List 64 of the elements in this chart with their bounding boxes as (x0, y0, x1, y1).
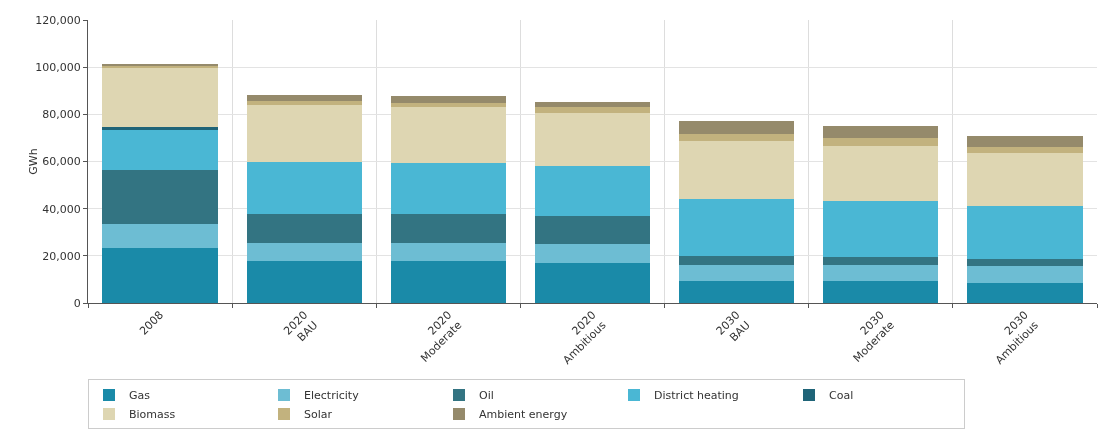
bar (246, 104, 362, 163)
bar (534, 216, 651, 245)
bar (678, 264, 795, 281)
bar (102, 129, 218, 170)
bar (390, 261, 507, 303)
bar (967, 136, 1083, 147)
bar (967, 259, 1083, 267)
bar (246, 214, 362, 244)
legend-label: District heating (654, 389, 739, 403)
legend-label: Coal (829, 389, 854, 403)
legend-label: Electricity (304, 389, 360, 403)
bar (678, 280, 795, 303)
bar (823, 201, 939, 258)
bar (390, 163, 507, 215)
bar (390, 214, 507, 244)
legend-label: Oil (479, 389, 494, 403)
bar (823, 280, 939, 303)
bar (823, 257, 939, 265)
bar (102, 224, 218, 248)
bar (246, 100, 362, 105)
bar (967, 282, 1083, 303)
bar (823, 126, 939, 139)
bar (678, 256, 795, 265)
bar (246, 162, 362, 215)
bar (823, 138, 939, 146)
bar (246, 261, 362, 303)
bar (246, 243, 362, 262)
bar (246, 94, 362, 101)
bar (102, 169, 218, 224)
bar (534, 112, 651, 167)
bar (967, 153, 1083, 206)
bar (823, 145, 939, 202)
bar (390, 102, 507, 107)
bar (534, 102, 651, 108)
bar (823, 264, 939, 281)
bar (678, 198, 795, 257)
bar (534, 107, 651, 113)
bar (678, 121, 795, 134)
legend-label: Ambient energy (479, 408, 568, 422)
bar (390, 95, 507, 103)
y-axis-title: GWh (27, 148, 41, 175)
bar (534, 262, 651, 303)
bar (534, 244, 651, 263)
legend-label: Gas (129, 389, 151, 403)
bar (678, 133, 795, 141)
bar (390, 106, 507, 164)
legend-label: Biomass (129, 408, 176, 422)
y-tick-label: 100,000 (35, 61, 81, 75)
y-tick-label: 120,000 (35, 13, 81, 27)
y-tick-label: 0 (73, 296, 81, 310)
bar (390, 243, 507, 262)
y-tick-label: 80,000 (42, 108, 81, 122)
bar (967, 146, 1083, 154)
bar (534, 166, 651, 217)
bar (102, 247, 218, 303)
legend-label: Solar (304, 408, 333, 422)
bar (967, 205, 1083, 260)
bar (102, 127, 218, 130)
bar (967, 266, 1083, 283)
y-tick-label: 20,000 (42, 249, 81, 263)
bar (678, 140, 795, 199)
y-tick-label: 60,000 (42, 155, 81, 169)
y-tick-label: 40,000 (42, 202, 81, 216)
bar (102, 68, 218, 128)
